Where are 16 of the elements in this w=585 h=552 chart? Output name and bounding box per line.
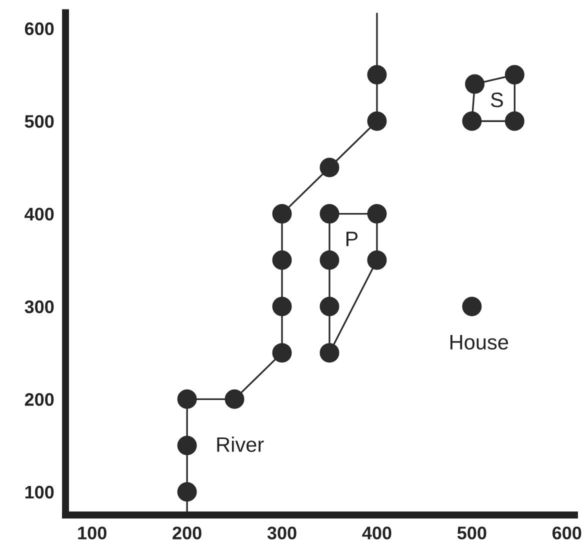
y-tick-label: 400 [24,208,54,221]
series-label: S [490,92,503,108]
x-tick-label: 200 [172,526,202,540]
y-tick-label: 200 [24,393,54,406]
series-label: P [346,232,358,246]
x-tick-label: 600 [552,526,582,540]
y-tick-label: 100 [25,486,54,499]
x-tick-label: 100 [78,526,106,540]
x-tick-label: 300 [267,526,296,540]
series-label: River [217,436,264,452]
series-label: House [450,335,508,350]
x-tick-label: 400 [362,526,392,540]
y-tick-label: 600 [24,22,54,36]
y-tick-label: 300 [24,300,54,314]
y-tick-label: 500 [24,115,54,128]
x-tick-label: 500 [457,526,486,540]
